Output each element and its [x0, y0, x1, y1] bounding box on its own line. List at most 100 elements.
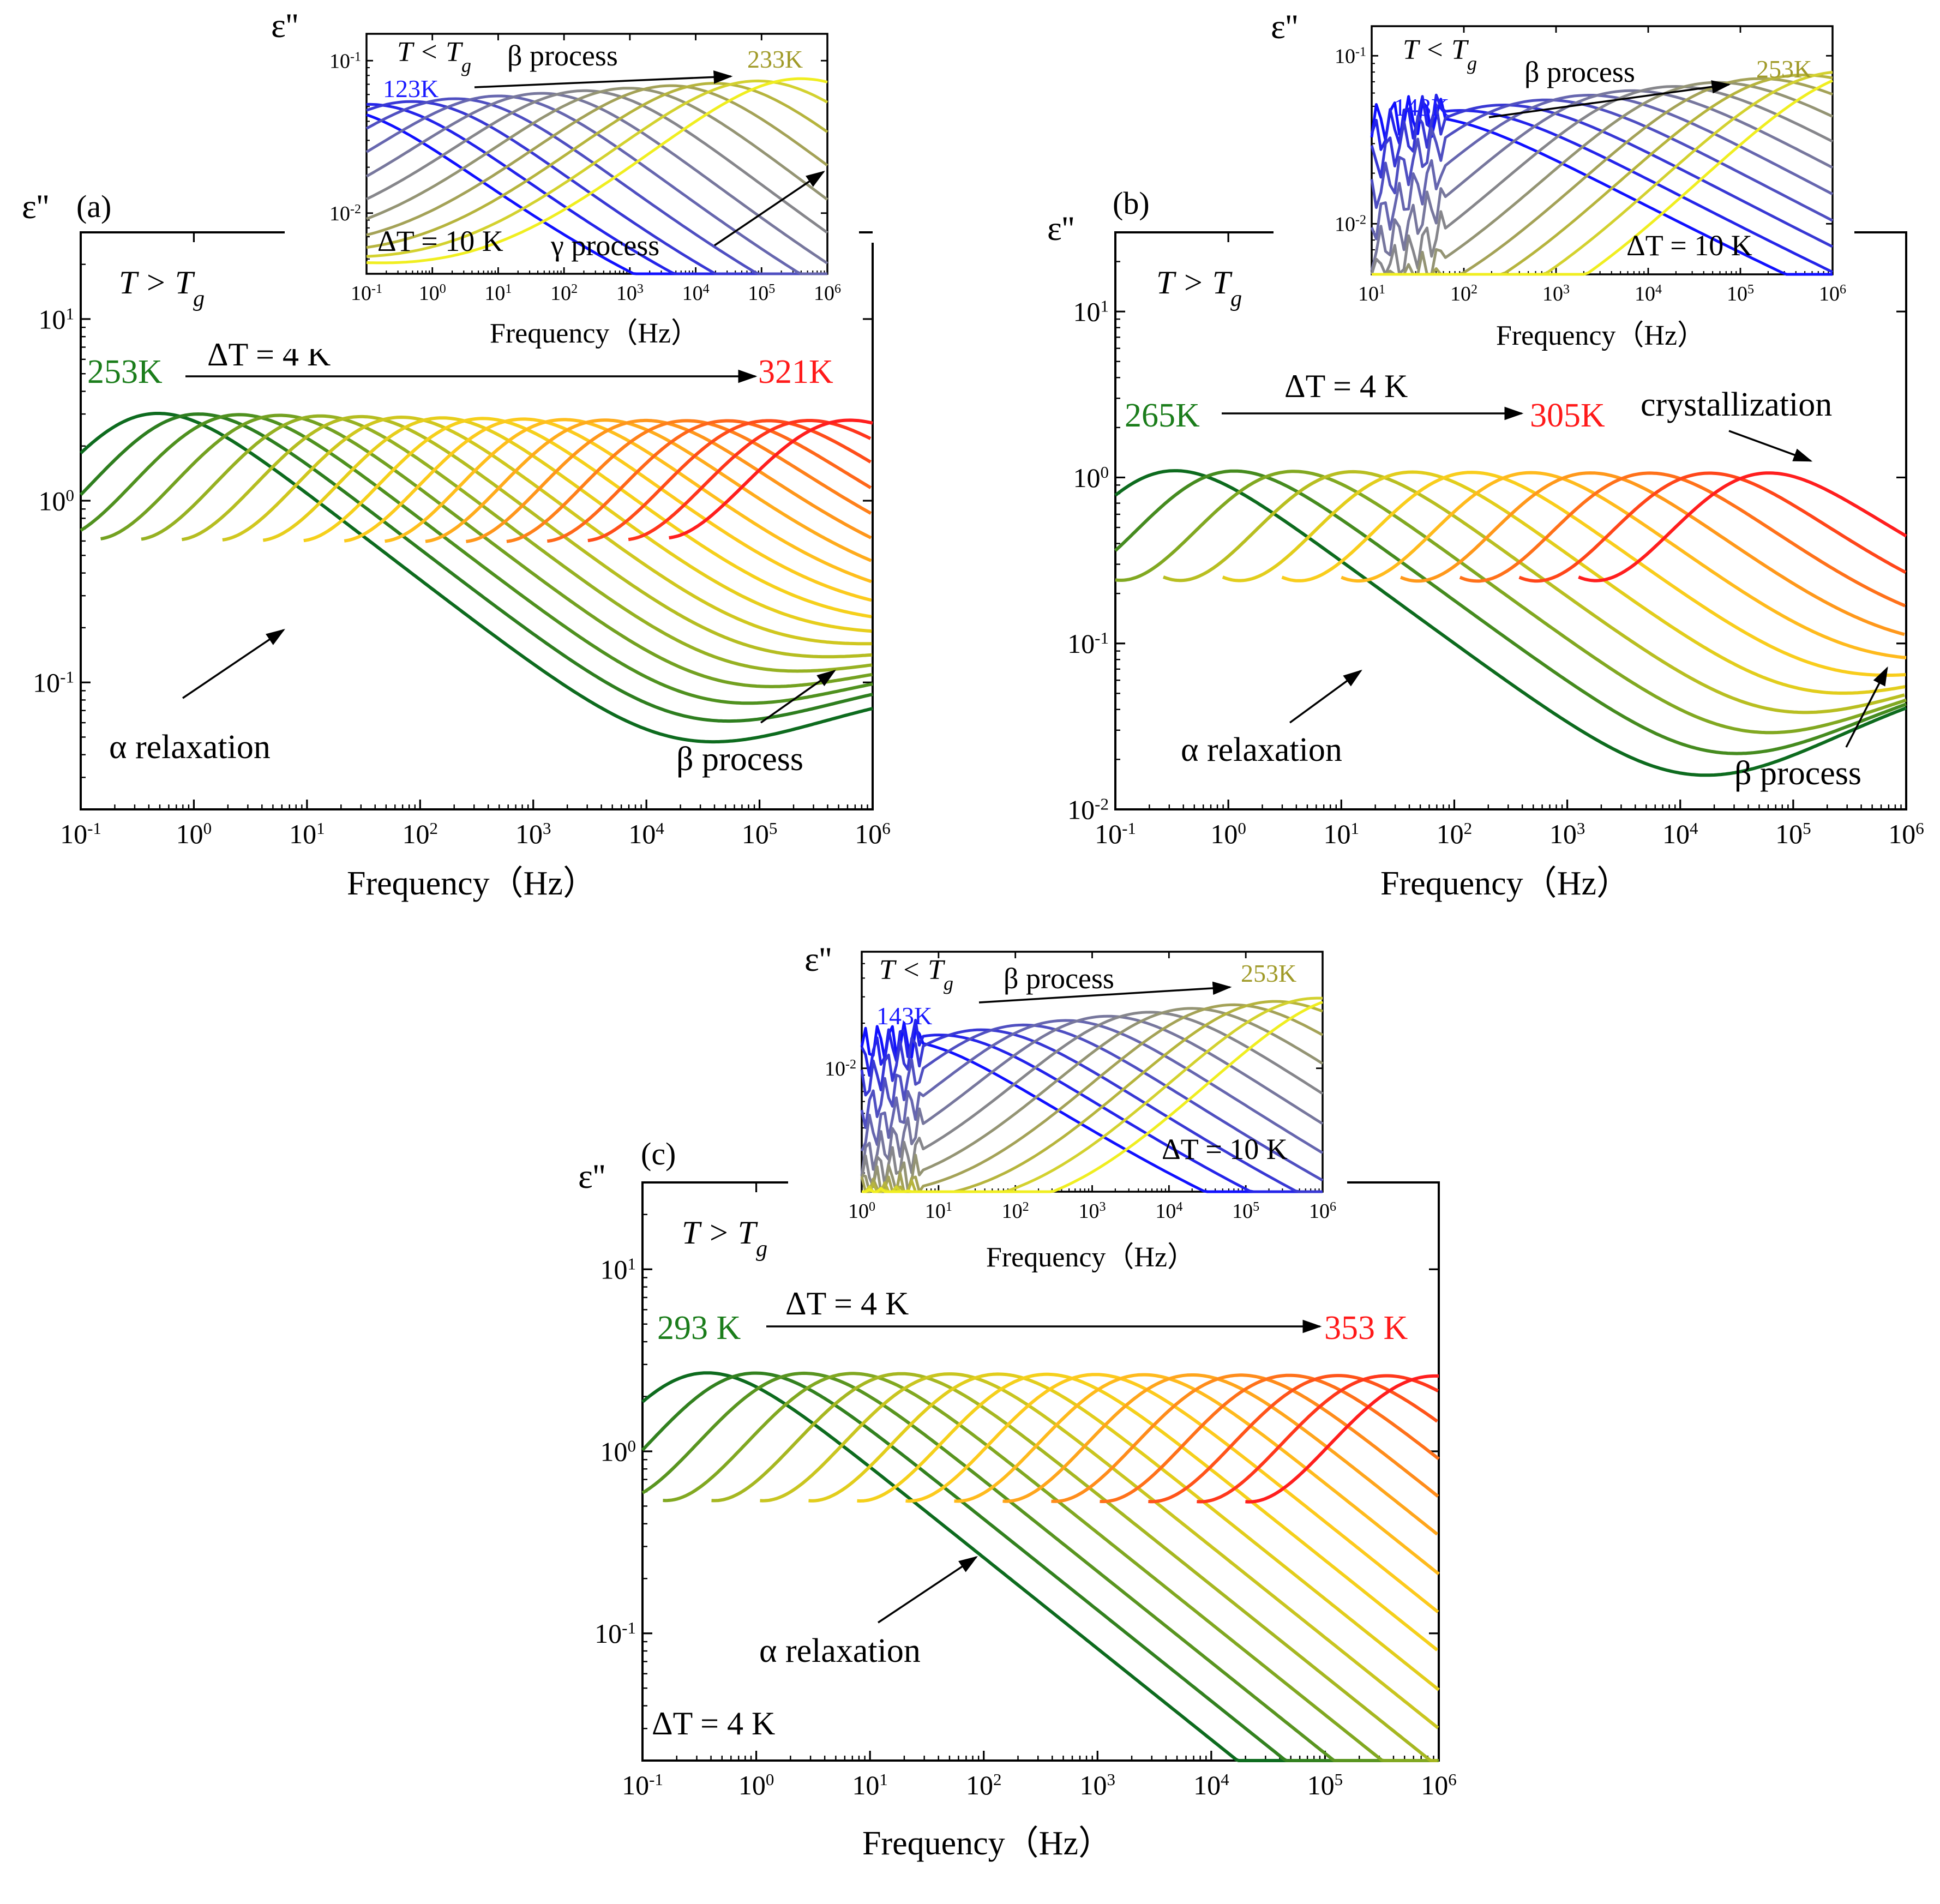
x-tick-label: 106 — [1888, 819, 1924, 850]
x-tick-label: 106 — [1309, 1200, 1336, 1223]
inset-series-line — [1370, 95, 1833, 276]
beta-arrow — [1845, 666, 1888, 748]
series-line — [1400, 471, 1905, 636]
series-line — [641, 1371, 1439, 1762]
series-line — [181, 415, 873, 659]
condition-label: T > Tg — [1156, 265, 1242, 311]
series-line — [1100, 1373, 1440, 1503]
x-tick-label: 101 — [925, 1200, 952, 1223]
inset-delta-t: ΔT = 10 K — [1162, 1133, 1288, 1166]
y-tick-label: 10-1 — [33, 667, 74, 698]
series-line — [385, 418, 872, 584]
y-axis-label: ε'' — [22, 187, 49, 226]
panel-b: 10-1 100 101 102 103 104 105 10610-210-1100101(… — [1047, 5, 1924, 902]
series-line — [1245, 1374, 1439, 1504]
range-start-label: 265K — [1125, 397, 1200, 434]
inset-series-line — [366, 100, 827, 275]
inset-y-axis-label: ε'' — [804, 940, 832, 978]
alpha-annotation: α relaxation — [109, 729, 271, 766]
y-tick-label: 100 — [1073, 462, 1109, 493]
series-line — [641, 1371, 1439, 1762]
x-tick-label: 106 — [855, 819, 891, 850]
inset-a: 10-1 100 101 102 103 104 105 106 10-2 10-1 ε'' Freq… — [271, 6, 844, 349]
x-tick-label: 100 — [848, 1200, 875, 1223]
series-line — [262, 416, 872, 633]
inset-series-line — [860, 1019, 1323, 1193]
inset-condition: T < Tg — [879, 954, 953, 994]
inset-series-line — [860, 1019, 1324, 1155]
inset-arrow — [474, 70, 733, 88]
series-line — [1114, 469, 1907, 777]
x-tick-label: 102 — [1002, 1200, 1029, 1223]
series-line — [1051, 1373, 1439, 1503]
x-tick-label: 102 — [1450, 283, 1477, 305]
inset-range-end: 253K — [1241, 959, 1296, 987]
inset-series-line — [860, 1011, 1324, 1188]
x-tick-label: 102 — [1437, 819, 1473, 850]
x-tick-label: 103 — [1080, 1770, 1115, 1801]
inset-series-line — [1370, 94, 1834, 241]
beta-annotation: β process — [1734, 755, 1861, 792]
series-line — [905, 1373, 1439, 1614]
inset-c: 100 101 102 103 104 105 106 10-2 ε'' Frequency（Hz… — [788, 935, 1342, 1273]
inset-b: 101 102 103 104 105 106 10-2 10-1 ε'' Frequency（H… — [1271, 5, 1854, 363]
x-tick-label: 105 — [748, 282, 775, 305]
series-line — [100, 413, 873, 688]
inset-series-line — [1370, 85, 1834, 276]
inset-delta-t: ΔT = 10 K — [1626, 229, 1752, 262]
alpha-annotation: α relaxation — [759, 1632, 921, 1669]
inset-gamma-label: γ process — [550, 229, 659, 262]
inset-delta-t: ΔT = 10 K — [377, 225, 503, 257]
x-tick-label: 106 — [814, 282, 841, 305]
y-axis-label: ε'' — [578, 1157, 605, 1196]
y-tick-label: 10-2 — [1335, 213, 1366, 236]
condition-label: T > Tg — [682, 1215, 767, 1262]
inset-arrow — [1488, 80, 1731, 118]
x-tick-label: 105 — [742, 819, 778, 850]
series-line — [303, 417, 872, 618]
x-tick-label: 103 — [515, 819, 551, 850]
x-tick-label: 101 — [852, 1770, 888, 1801]
inset-series-line — [365, 97, 827, 275]
x-tick-label: 10-1 — [1095, 819, 1136, 850]
inset-series-line — [860, 1023, 1324, 1182]
range-start-label: 253K — [87, 353, 163, 391]
series-line — [344, 417, 872, 602]
series-line — [79, 412, 873, 723]
alpha-annotation: α relaxation — [1181, 731, 1342, 768]
x-tick-label: 106 — [1819, 283, 1846, 305]
inset-range-end: 233K — [747, 45, 803, 73]
inset-series-line — [1370, 93, 1834, 274]
x-tick-label: 102 — [966, 1770, 1002, 1801]
y-tick-label: 101 — [39, 304, 75, 335]
inset-series-line — [366, 87, 828, 220]
series-line — [79, 412, 873, 744]
y-tick-label: 101 — [600, 1254, 636, 1285]
x-tick-label: 104 — [1635, 283, 1662, 305]
inset-series-line — [860, 1028, 1323, 1193]
panel-label: (c) — [641, 1136, 676, 1172]
x-tick-label: 101 — [1358, 283, 1385, 305]
range-start-label: 293 K — [657, 1310, 741, 1347]
x-tick-label: 101 — [1324, 819, 1360, 850]
x-tick-label: 105 — [1775, 819, 1811, 850]
inset-x-axis-label: Frequency（Hz） — [490, 318, 699, 349]
y-tick-label: 10-2 — [825, 1058, 856, 1080]
delta-t-label: ΔT = 4 K — [1284, 368, 1408, 404]
y-tick-label: 101 — [1073, 296, 1109, 327]
y-axis-label: ε'' — [1047, 209, 1074, 248]
series-line — [546, 419, 872, 543]
plot-frame — [365, 33, 828, 275]
inset-range-start: 143K — [1394, 93, 1449, 121]
series-line — [1578, 471, 1907, 582]
inset-y-axis-label: ε'' — [271, 6, 298, 45]
x-tick-label: 103 — [1079, 1200, 1106, 1223]
series-line — [1459, 471, 1906, 608]
range-end-label: 321K — [758, 353, 833, 391]
series-line — [1281, 471, 1906, 677]
crystallization-arrow — [1728, 430, 1813, 462]
crystallization-annotation: crystallization — [1641, 386, 1832, 423]
x-tick-label: 101 — [289, 819, 325, 850]
inset-process-label: β process — [507, 39, 618, 72]
x-tick-label: 103 — [616, 282, 644, 305]
